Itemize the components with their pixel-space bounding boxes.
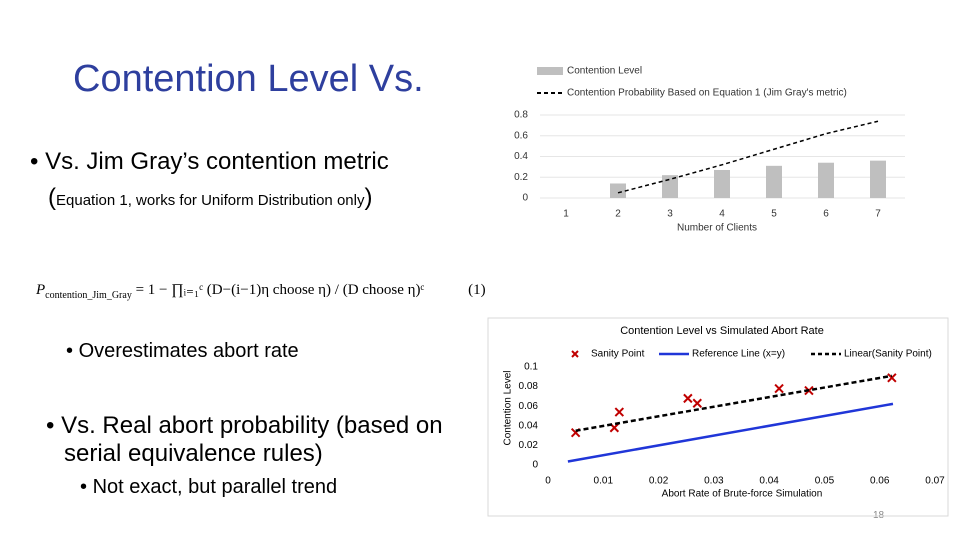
x-tick-label: 7	[875, 209, 881, 220]
eq-lhs: P	[36, 282, 46, 298]
chart-title: Contention Level vs Simulated Abort Rate	[620, 325, 824, 337]
y-tick-label: 0.1	[524, 362, 538, 373]
y-tick-label: 0.6	[514, 130, 528, 141]
sanity-point	[887, 373, 897, 383]
y-axis-label: Contention Level	[503, 370, 514, 445]
equation: Pcontention_Jim_Gray = 1 − ∏ᵢ₌₁ᶜ (D−(i−1…	[36, 280, 486, 301]
legend-swatch	[537, 67, 563, 75]
sanity-point	[692, 398, 702, 408]
legend-label: Linear(Sanity Point)	[844, 349, 932, 360]
y-tick-label: 0.8	[514, 110, 528, 121]
x-tick-label: 6	[823, 209, 829, 220]
bar	[870, 160, 886, 198]
eq-rhs: = 1 − ∏ᵢ₌₁ᶜ (D−(i−1)η choose η) / (D cho…	[135, 282, 425, 298]
x-tick-label: 0.01	[594, 476, 614, 487]
note-text: Equation 1, works for Uniform Distributi…	[56, 192, 365, 209]
x-tick-label: 2	[615, 209, 621, 220]
legend-marker	[571, 350, 579, 358]
x-tick-label: 5	[771, 209, 777, 220]
bullet-text: Vs. Jim Gray’s contention metric	[45, 148, 389, 175]
series-line	[567, 402, 894, 463]
x-tick-label: 0.03	[704, 476, 724, 487]
bullet-text: Vs. Real abort probability (based on ser…	[61, 412, 443, 467]
x-axis-label: Abort Rate of Brute-force Simulation	[662, 489, 823, 500]
series-line	[617, 120, 879, 194]
y-tick-label: 0.08	[519, 381, 539, 392]
legend-label: Reference Line (x=y)	[692, 349, 785, 360]
bullet: • Overestimates abort rate	[66, 340, 299, 362]
y-tick-label: 0.04	[519, 420, 539, 431]
sanity-point	[683, 393, 693, 404]
bullet: • Vs. Real abort probability (based on s…	[46, 412, 443, 467]
legend-label: Contention Probability Based on Equation…	[567, 88, 847, 99]
bar	[610, 183, 626, 198]
sanity-point	[774, 383, 784, 394]
x-tick-label: 0.06	[870, 476, 890, 487]
x-tick-label: 0.05	[815, 476, 835, 487]
eq-number: (1)	[468, 282, 486, 298]
series-line	[575, 374, 893, 432]
legend-label: Sanity Point	[591, 349, 645, 360]
x-tick-label: 1	[563, 209, 569, 220]
bullet: • Vs. Jim Gray’s contention metric	[30, 148, 389, 175]
y-tick-label: 0.06	[519, 401, 539, 412]
y-tick-label: 0.4	[514, 151, 528, 162]
x-tick-label: 0.07	[925, 476, 945, 487]
legend-label: Contention Level	[567, 66, 642, 77]
sanity-point	[614, 407, 625, 417]
x-tick-label: 4	[719, 209, 725, 220]
bullet-text: Overestimates abort rate	[78, 340, 299, 362]
y-tick-label: 0	[522, 193, 528, 204]
y-tick-label: 0.02	[519, 440, 539, 451]
bullet-text: Not exact, but parallel trend	[92, 476, 338, 498]
x-tick-label: 0.02	[649, 476, 669, 487]
chart-frame	[487, 317, 949, 517]
bar	[662, 175, 678, 198]
x-axis-label: Number of Clients	[677, 223, 757, 234]
x-tick-label: 0	[545, 476, 551, 487]
y-tick-label: 0.2	[514, 172, 528, 183]
x-tick-label: 3	[667, 209, 673, 220]
note: (Equation 1, works for Uniform Distribut…	[48, 184, 373, 211]
bullet: • Not exact, but parallel trend	[80, 476, 338, 498]
slide-title: Contention Level Vs.	[73, 58, 424, 100]
y-tick-label: 0	[532, 460, 538, 471]
bar	[766, 165, 782, 198]
eq-sub: contention_Jim_Gray	[45, 290, 132, 301]
bar	[714, 169, 730, 198]
bar	[818, 162, 834, 198]
x-tick-label: 0.04	[759, 476, 779, 487]
